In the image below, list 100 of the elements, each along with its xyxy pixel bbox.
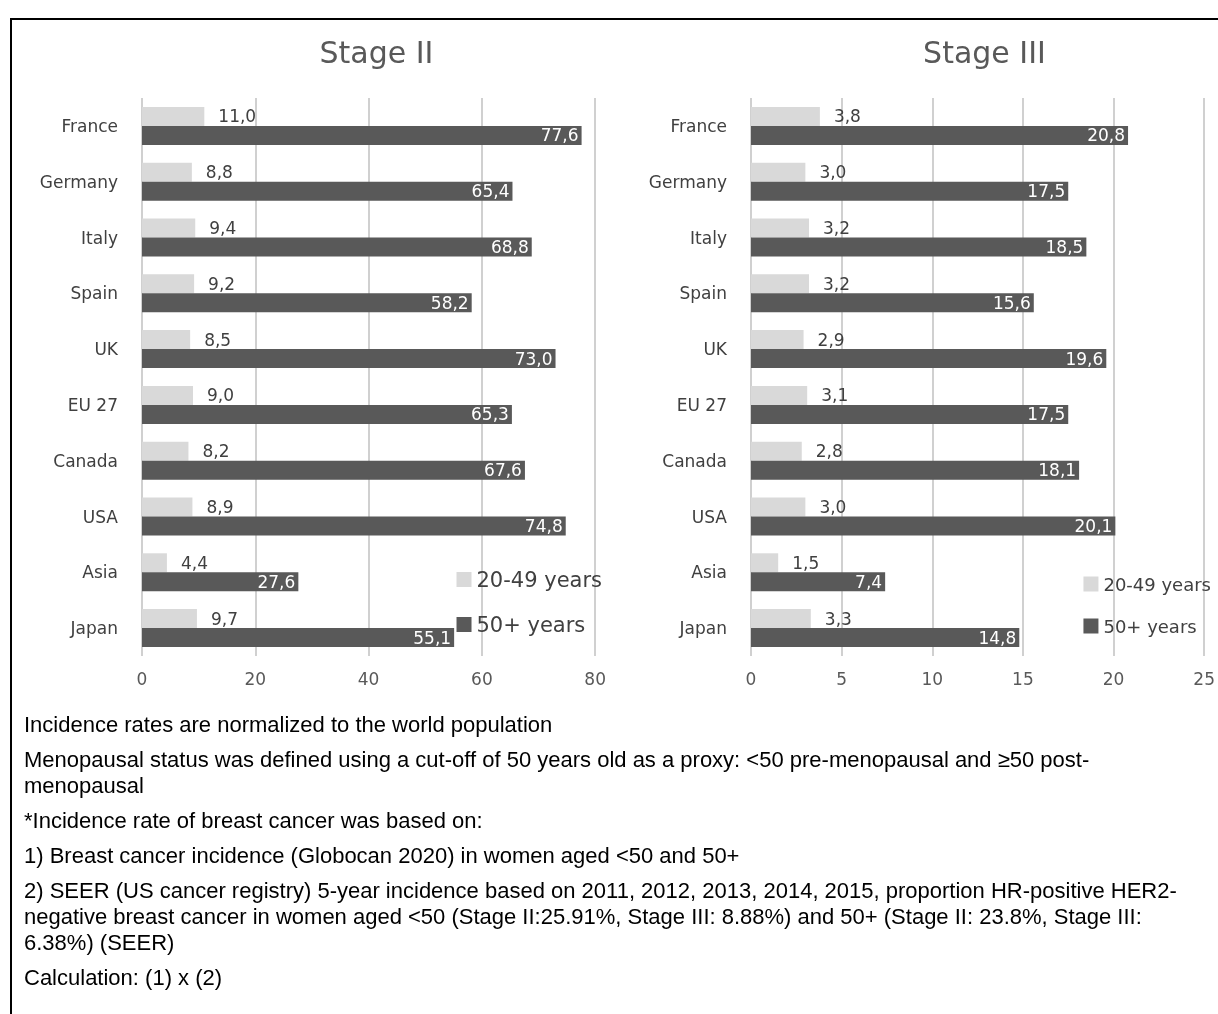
data-label: 67,6 — [484, 460, 522, 481]
chart-title: Stage III — [923, 34, 1046, 70]
y-tick-label: Germany — [648, 171, 727, 192]
y-tick-label: Spain — [70, 283, 118, 304]
y-tick-label: USA — [82, 506, 119, 527]
bar — [142, 181, 513, 201]
bar — [751, 349, 1107, 369]
data-label: 8,5 — [204, 329, 232, 350]
y-tick-label: EU 27 — [67, 394, 118, 415]
y-tick-label: Italy — [81, 227, 118, 248]
bar — [142, 237, 532, 257]
y-tick-label: Asia — [691, 562, 727, 583]
data-label: 4,4 — [180, 552, 208, 573]
data-label: 8,9 — [206, 497, 234, 517]
data-label: 11,0 — [218, 106, 257, 127]
data-label: 9,4 — [209, 218, 237, 238]
bar — [142, 628, 455, 648]
chart-title: Stage II — [319, 34, 434, 70]
bar — [751, 404, 1069, 424]
text: 1) Breast cancer incidence (Globocan 2020) in women aged <50 and 50+ — [24, 843, 741, 869]
y-tick-label: Spain — [679, 283, 727, 304]
legend-label: 50+ years — [1103, 615, 1197, 637]
data-label: 17,5 — [1027, 404, 1066, 425]
data-label: 18,1 — [1038, 460, 1077, 481]
data-label: 7,4 — [855, 571, 883, 592]
data-label: 15,6 — [992, 292, 1031, 313]
x-tick-label: 60 — [471, 668, 493, 689]
bar — [142, 516, 566, 536]
data-label: 65,4 — [471, 181, 510, 202]
x-tick-label: 10 — [921, 668, 944, 689]
y-tick-label: EU 27 — [676, 394, 727, 415]
bar — [751, 181, 1069, 201]
data-label: 8,8 — [205, 162, 233, 183]
text: Menopausal status was defined using a cut-off of 50 years old as a proxy: <50 pre-menopausal and ≥50 post-menopausal — [24, 747, 1091, 799]
x-tick-label: 80 — [584, 668, 606, 689]
data-label: 9,7 — [210, 608, 238, 629]
y-tick-label: USA — [691, 506, 728, 527]
legend-label: 20-49 years — [1103, 573, 1211, 595]
bar — [751, 460, 1080, 480]
x-tick-label: 0 — [745, 668, 757, 689]
bar — [142, 125, 582, 145]
y-tick-label: UK — [703, 339, 728, 360]
y-tick-label: Asia — [82, 562, 118, 583]
legend-label: 20-49 years — [476, 567, 603, 592]
x-tick-label: 20 — [1102, 668, 1125, 689]
bar — [751, 628, 1020, 648]
data-label: 8,2 — [202, 441, 230, 462]
data-label: 3,1 — [821, 385, 849, 406]
data-label: 1,5 — [792, 552, 820, 573]
data-label: 2,9 — [817, 329, 845, 350]
x-tick-label: 40 — [357, 668, 380, 689]
y-tick-label: Canada — [662, 450, 727, 471]
bar — [751, 572, 886, 592]
y-tick-label: France — [61, 115, 118, 136]
text: Calculation: (1) x (2) — [24, 965, 224, 991]
data-label: 20,8 — [1087, 125, 1126, 146]
bar — [751, 516, 1116, 536]
data-label: 19,6 — [1065, 348, 1104, 369]
x-tick-label: 25 — [1193, 668, 1215, 689]
text: *Incidence rate of breast cancer was based on: — [24, 808, 484, 834]
x-tick-label: 0 — [136, 668, 148, 689]
data-label: 17,5 — [1027, 181, 1066, 202]
data-label: 73,0 — [514, 348, 553, 369]
y-tick-label: Germany — [39, 171, 118, 192]
y-tick-label: Japan — [69, 618, 118, 639]
data-label: 9,0 — [206, 385, 235, 406]
data-label: 65,3 — [471, 404, 509, 425]
data-label: 3,3 — [824, 608, 852, 629]
data-label: 58,2 — [430, 292, 469, 313]
bar — [751, 125, 1129, 145]
y-tick-label: France — [670, 115, 727, 136]
bar — [142, 460, 525, 480]
data-label: 55,1 — [413, 627, 452, 648]
data-label: 2,8 — [815, 441, 843, 462]
x-tick-label: 20 — [244, 668, 267, 689]
data-label: 9,2 — [208, 273, 236, 294]
y-tick-label: Japan — [678, 618, 727, 639]
bar — [751, 293, 1034, 313]
data-label: 3,0 — [819, 162, 847, 183]
legend-label: 50+ years — [476, 612, 586, 637]
data-label: 74,8 — [524, 516, 563, 536]
data-label: 27,6 — [257, 571, 296, 592]
data-label: 3,2 — [823, 273, 851, 294]
bar — [142, 349, 556, 369]
data-label: 18,5 — [1045, 237, 1084, 257]
text: 2) SEER (US cancer registry) 5-year incidence based on 2011, 2012, 2013, 2014, 2015, proportion HR-positive HER2-negative breast cancer in women aged <50 (Stage II:25.91%, Stage III: 8.88%) and 50+ (Stage II: 23.8%, Stage III: 6.38%) (SEER) — [24, 878, 1178, 956]
data-label: 3,8 — [833, 106, 861, 127]
bar — [751, 237, 1087, 257]
data-label: 68,8 — [490, 237, 529, 257]
y-tick-label: Canada — [53, 450, 118, 471]
data-label: 77,6 — [540, 125, 579, 146]
x-tick-label: 5 — [836, 668, 848, 689]
data-label: 14,8 — [978, 627, 1017, 648]
bar — [142, 293, 472, 313]
y-tick-label: UK — [94, 339, 119, 360]
data-label: 20,1 — [1074, 516, 1113, 536]
x-tick-label: 15 — [1012, 668, 1034, 689]
text: Incidence rates are normalized to the world population — [24, 712, 554, 738]
bar — [142, 572, 299, 592]
bar — [142, 404, 512, 424]
